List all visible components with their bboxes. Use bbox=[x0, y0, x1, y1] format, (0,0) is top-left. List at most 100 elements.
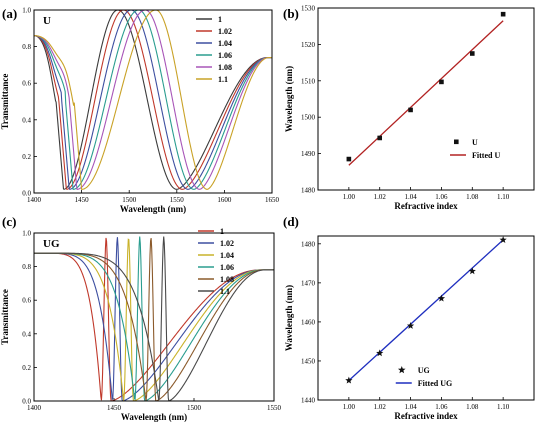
panel-label: (d) bbox=[283, 214, 299, 229]
series-line-1.04 bbox=[34, 238, 274, 401]
legend-label: 1.06 bbox=[218, 51, 232, 60]
series-line-1.02 bbox=[34, 10, 272, 190]
legend-label: 1 bbox=[220, 227, 224, 236]
x-tick-label: 1400 bbox=[27, 196, 42, 204]
x-tick-label: 1500 bbox=[187, 404, 202, 412]
legend-marker bbox=[397, 366, 406, 374]
fit-line bbox=[348, 20, 504, 166]
plot-frame bbox=[317, 7, 535, 191]
chart-panel-c: 1400 1450 1500 1550 0.0 0.2 0.4 0.6 0.8 1.0 Wavele… bbox=[0, 214, 282, 422]
x-tick-label: 1.00 bbox=[343, 193, 356, 201]
legend-label: 1.1 bbox=[218, 75, 228, 84]
series-line-1.06 bbox=[34, 236, 274, 401]
legend-label: 1.06 bbox=[220, 263, 234, 272]
y-tick-label: 0.0 bbox=[22, 190, 31, 198]
x-tick-label: 1.00 bbox=[343, 403, 356, 411]
x-tick-label: 1.08 bbox=[466, 403, 479, 411]
plot-frame bbox=[33, 232, 275, 402]
y-tick-label: 0.6 bbox=[22, 297, 31, 305]
data-point bbox=[376, 349, 384, 357]
x-tick-label: 1500 bbox=[122, 196, 137, 204]
x-axis-title: Wavelength (nm) bbox=[120, 204, 186, 214]
y-tick-label: 1480 bbox=[301, 240, 316, 248]
y-tick-label: 1520 bbox=[301, 41, 316, 49]
legend-label: 1.04 bbox=[220, 251, 234, 260]
x-tick-label: 1.02 bbox=[374, 193, 387, 201]
x-tick-label: 1.04 bbox=[404, 193, 417, 201]
x-tick-label: 1.06 bbox=[435, 403, 448, 411]
legend-label: 1.1 bbox=[220, 287, 230, 296]
x-tick-label: 1450 bbox=[75, 196, 90, 204]
legend-label: 1.08 bbox=[220, 275, 234, 284]
series-line-1 bbox=[34, 10, 272, 190]
legend-label: Fitted U bbox=[472, 151, 500, 160]
data-point bbox=[408, 107, 413, 113]
panel-label: (c) bbox=[2, 214, 16, 229]
y-tick-label: 0.6 bbox=[22, 80, 31, 88]
legend-label: UG bbox=[418, 366, 430, 375]
chart-panel-b: 1.00 1.02 1.04 1.06 1.08 1.10 1480 1490 1500 1510… bbox=[283, 5, 535, 211]
data-point bbox=[439, 79, 444, 85]
x-tick-label: 1.10 bbox=[497, 403, 510, 411]
x-axis-title: Refractive index bbox=[394, 411, 458, 421]
series-group bbox=[34, 10, 272, 190]
plot-frame bbox=[317, 235, 535, 401]
plot-frame bbox=[33, 9, 273, 194]
y-tick-label: 1.0 bbox=[22, 230, 31, 238]
series-line-1.06 bbox=[34, 10, 272, 190]
data-point bbox=[345, 376, 353, 384]
data-point bbox=[469, 51, 475, 56]
y-tick-label: 1460 bbox=[301, 318, 316, 326]
y-axis-title: Wavelength (nm) bbox=[284, 66, 294, 132]
inset-label: U bbox=[43, 15, 51, 27]
y-tick-label: 1490 bbox=[301, 150, 316, 158]
series-group bbox=[34, 236, 274, 401]
x-tick-label: 1.04 bbox=[404, 403, 417, 411]
series-line-1 bbox=[34, 237, 274, 401]
chart-panel-d: 1.00 1.02 1.04 1.06 1.08 1.10 1440 1450 1460 1470… bbox=[283, 214, 535, 421]
y-tick-label: 0.0 bbox=[22, 398, 31, 406]
y-axis-title: Transmittance bbox=[0, 74, 10, 130]
y-tick-label: 1500 bbox=[301, 114, 316, 122]
y-axis-title: Wavelength (nm) bbox=[284, 285, 294, 351]
y-axis-title: Transmittance bbox=[0, 289, 10, 345]
y-tick-label: 1.0 bbox=[22, 7, 31, 15]
y-tick-label: 0.4 bbox=[22, 330, 31, 338]
series-line-1.08 bbox=[34, 238, 274, 401]
data-point bbox=[500, 11, 506, 17]
data-point bbox=[437, 294, 446, 302]
data-point bbox=[346, 156, 352, 162]
legend-label: 1.08 bbox=[218, 63, 232, 72]
y-tick-label: 0.4 bbox=[22, 116, 31, 124]
y-tick-label: 1470 bbox=[301, 279, 316, 287]
series-line-1.08 bbox=[34, 10, 272, 190]
x-tick-label: 1.10 bbox=[497, 193, 510, 201]
legend-label: 1.04 bbox=[218, 39, 232, 48]
x-tick-label: 1600 bbox=[217, 196, 232, 204]
data-point bbox=[377, 135, 383, 141]
panel-label: (b) bbox=[283, 6, 299, 21]
x-tick-label: 1550 bbox=[170, 196, 185, 204]
y-tick-label: 0.8 bbox=[22, 43, 31, 51]
series-line-1.1 bbox=[34, 10, 272, 190]
series-line-1.1 bbox=[34, 236, 274, 401]
y-tick-label: 0.8 bbox=[22, 263, 31, 271]
y-tick-label: 1530 bbox=[301, 5, 316, 13]
y-tick-label: 0.2 bbox=[22, 153, 31, 161]
chart-panel-a: 1400 1450 1500 1550 1600 1650 0.0 0.2 0.4 0.6 0.8 1… bbox=[0, 6, 280, 214]
data-point bbox=[468, 267, 476, 275]
y-tick-label: 0.2 bbox=[22, 364, 31, 372]
fit-line bbox=[348, 239, 504, 381]
x-tick-label: 1.06 bbox=[435, 193, 448, 201]
x-tick-label: 1400 bbox=[27, 404, 42, 412]
legend-marker bbox=[454, 139, 459, 145]
legend-label: 1.02 bbox=[220, 239, 234, 248]
x-tick-label: 1650 bbox=[265, 196, 280, 204]
series-line-1.02 bbox=[34, 237, 274, 401]
x-axis-title: Refractive index bbox=[394, 201, 458, 211]
series-line-1.04 bbox=[34, 10, 272, 190]
x-tick-label: 1550 bbox=[267, 404, 282, 412]
x-tick-label: 1.08 bbox=[466, 193, 479, 201]
data-point bbox=[499, 236, 507, 243]
legend-label: 1 bbox=[218, 15, 222, 24]
